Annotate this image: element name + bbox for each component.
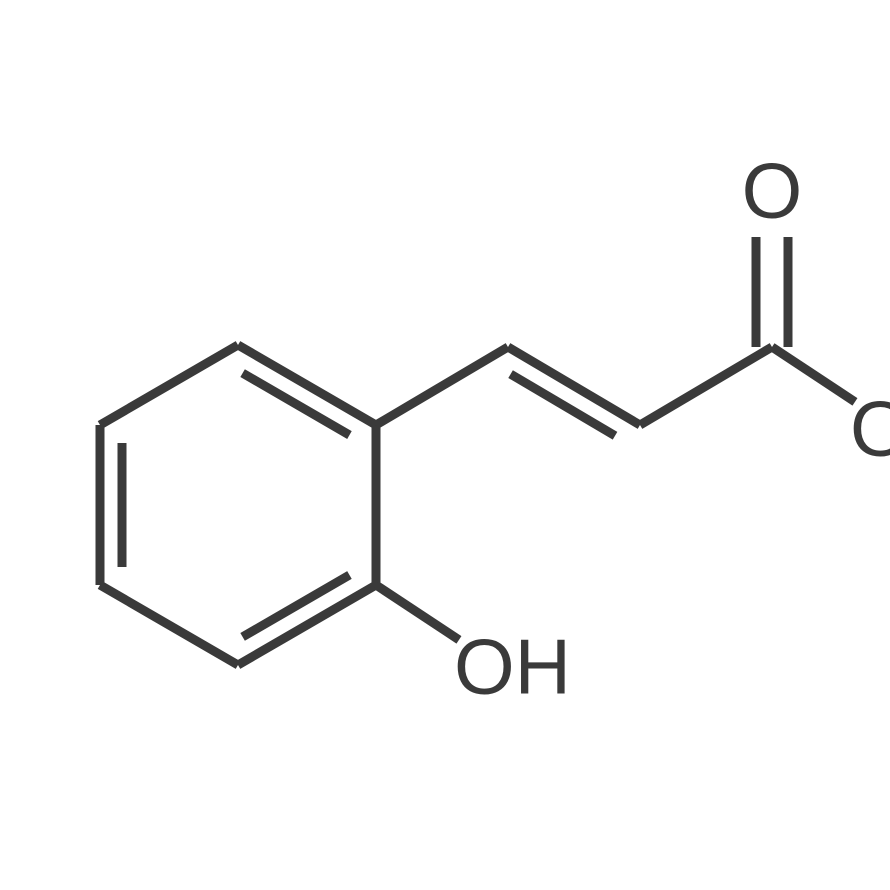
hydroxyl-acid-label: OH (850, 385, 890, 473)
oxygen-double-bond-label: O (742, 147, 803, 235)
hydroxyl-ring-label: OH (454, 623, 571, 711)
molecule-diagram: O OH OH (0, 0, 890, 890)
